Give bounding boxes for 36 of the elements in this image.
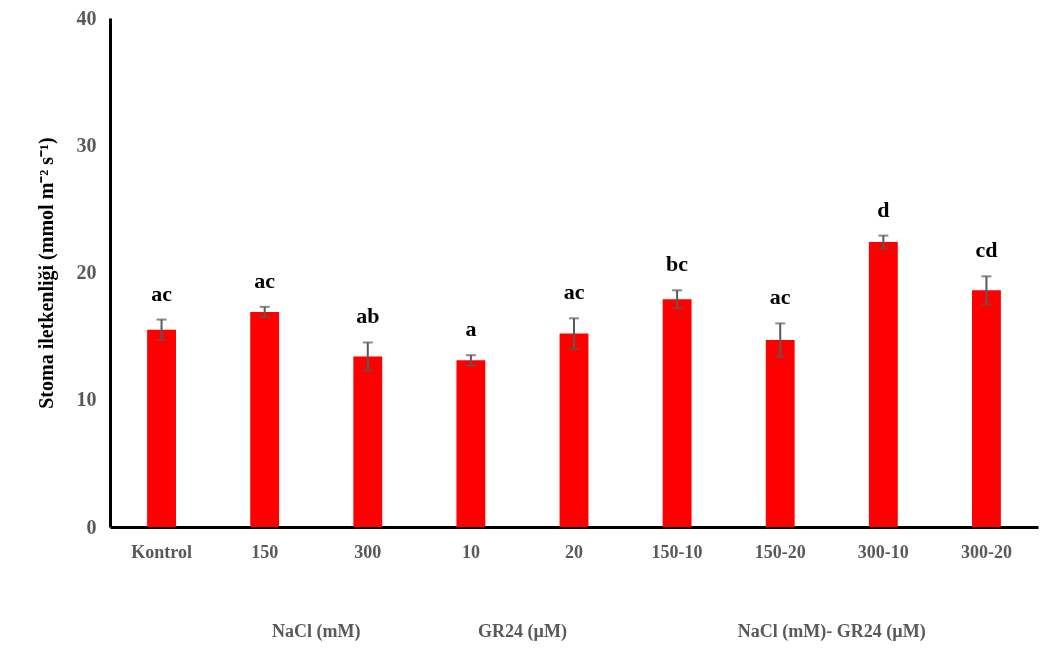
annotation: bc [666,251,689,277]
x-tick-label: 150-10 [651,541,703,562]
annotation: ac [563,279,585,305]
x-tick-label: 300-20 [960,541,1012,562]
annotation: ac [769,284,791,310]
x-tick-label: 300 [354,541,382,562]
y-tick-label: 40 [76,6,97,29]
y-tick-label: 30 [76,133,97,156]
text: NaCl (mM)- GR24 (µM) [737,621,926,642]
x-tick-label: 300-10 [857,541,909,562]
bar [559,333,589,527]
x-tick-label: 20 [565,541,583,562]
bar [147,329,176,527]
annotation: ac [254,267,276,293]
y-tick-label: 10 [76,388,97,411]
x-tick-label: 10 [461,541,480,562]
y-tick-label: 0 [86,515,97,538]
annotation: a [465,316,477,342]
annotation: ac [151,280,173,306]
bar [662,299,692,527]
bar [250,311,280,527]
bar [972,290,1001,527]
y-axis-title: Stoma iletkenliği (mmol m⁻² s⁻¹) [34,137,58,409]
annotation: d [877,196,890,222]
bar [353,356,383,527]
x-tick-label: Kontrol [131,541,192,562]
x-tick-label: 150 [251,541,279,562]
y-tick-label: 20 [76,261,97,283]
text: GR24 (µM) [478,621,567,642]
bar [765,339,795,527]
bar [456,360,486,527]
annotation: ab [356,303,380,329]
bar [868,241,898,527]
annotation: cd [975,237,998,263]
text: NaCl (mM) [271,621,361,642]
x-tick-label: 150-20 [754,541,806,562]
